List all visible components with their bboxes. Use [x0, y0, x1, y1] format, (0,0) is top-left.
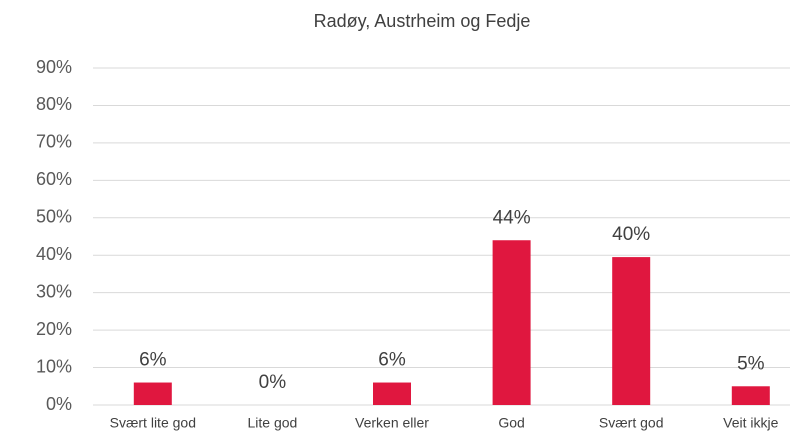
chart-title: Radøy, Austrheim og Fedje	[314, 11, 531, 31]
bar	[612, 257, 651, 405]
y-tick-label: 20%	[36, 319, 72, 339]
data-label: 0%	[259, 372, 287, 393]
x-tick-label: God	[498, 415, 524, 431]
y-tick-label: 60%	[36, 169, 72, 189]
data-label: 44%	[493, 207, 531, 228]
y-tick-label: 0%	[46, 394, 72, 414]
y-tick-label: 70%	[36, 132, 72, 152]
data-label: 6%	[378, 350, 406, 371]
y-tick-label: 30%	[36, 281, 72, 301]
data-label: 5%	[737, 353, 765, 374]
x-tick-label: Lite god	[247, 415, 297, 431]
x-tick-label: Svært god	[599, 415, 664, 431]
y-tick-label: 40%	[36, 244, 72, 264]
data-label: 6%	[139, 350, 167, 371]
data-label: 40%	[612, 224, 650, 245]
x-tick-label: Verken eller	[355, 415, 429, 431]
x-tick-label: Veit ikkje	[723, 415, 778, 431]
y-tick-label: 90%	[36, 57, 72, 77]
y-tick-label: 10%	[36, 356, 72, 376]
bar	[492, 240, 531, 405]
y-tick-label: 50%	[36, 207, 72, 227]
y-tick-label: 80%	[36, 94, 72, 114]
bar	[373, 382, 411, 405]
bar	[731, 386, 770, 405]
x-tick-label: Svært lite god	[110, 415, 196, 431]
bar	[133, 382, 172, 405]
